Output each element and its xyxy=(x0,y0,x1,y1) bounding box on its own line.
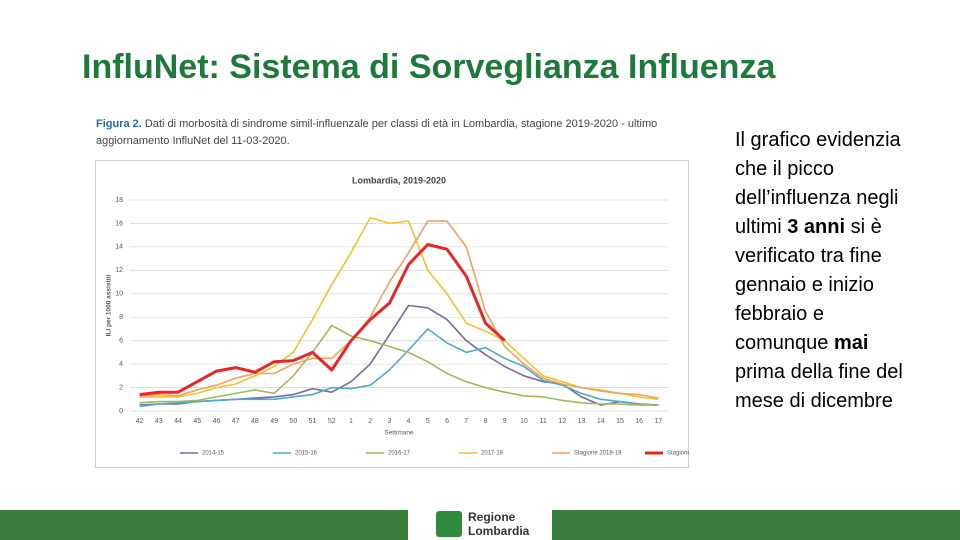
x-tick-label: 10 xyxy=(520,418,528,425)
body-segment: 3 anni xyxy=(787,216,846,238)
x-tick-label: 5 xyxy=(426,418,430,425)
x-tick-label: 6 xyxy=(445,418,449,425)
series-line xyxy=(139,220,659,399)
x-tick-label: 50 xyxy=(289,418,297,425)
x-tick-label: 12 xyxy=(558,418,566,425)
body-segment: si è verificato tra fine gennaio e inizi… xyxy=(735,216,882,354)
figure-caption: Figura 2. Dati di morbosità di sindrome … xyxy=(96,116,696,150)
x-tick-label: 7 xyxy=(464,418,468,425)
x-tick-label: 8 xyxy=(484,418,488,425)
y-tick-label: 12 xyxy=(115,267,123,274)
x-tick-label: 52 xyxy=(328,418,336,425)
legend-label: 2015-16 xyxy=(295,451,318,457)
logo: Regione Lombardia xyxy=(434,508,544,540)
x-tick-label: 16 xyxy=(635,418,643,425)
footer-bar xyxy=(552,510,960,540)
x-tick-label: 47 xyxy=(232,418,240,425)
footer-bar xyxy=(0,510,408,540)
y-tick-label: 14 xyxy=(115,244,123,251)
body-segment: mai xyxy=(833,332,869,354)
y-tick-label: 10 xyxy=(115,291,123,298)
x-tick-label: 15 xyxy=(616,418,624,425)
body-segment: Il grafico evidenzia che il picco dell’i… xyxy=(735,129,901,238)
logo-icon xyxy=(436,511,462,537)
x-axis-label: Settimane xyxy=(384,430,414,437)
legend-label: 2014-15 xyxy=(202,451,225,457)
x-tick-label: 45 xyxy=(193,418,201,425)
slide-title: InfluNet: Sistema di Sorveglianza Influe… xyxy=(82,48,776,86)
y-tick-label: 0 xyxy=(119,408,123,415)
series-line xyxy=(139,328,659,408)
y-tick-label: 6 xyxy=(119,338,123,345)
x-tick-label: 48 xyxy=(251,418,259,425)
x-tick-label: 4 xyxy=(407,418,411,425)
x-tick-label: 14 xyxy=(597,418,605,425)
x-tick-label: 11 xyxy=(539,418,546,425)
x-tick-label: 46 xyxy=(213,418,221,425)
x-tick-label: 44 xyxy=(174,418,182,425)
y-tick-label: 16 xyxy=(115,220,123,227)
x-tick-label: 13 xyxy=(578,418,586,425)
caption-text: Dati di morbosità di sindrome simil-infl… xyxy=(96,118,658,147)
x-tick-label: 3 xyxy=(387,418,391,425)
x-tick-label: 43 xyxy=(155,418,163,425)
legend-label: 2017-18 xyxy=(481,451,504,457)
caption-label: Figura 2. xyxy=(96,118,142,130)
x-tick-label: 51 xyxy=(309,418,317,425)
y-axis-label: ILI per 1000 assistiti xyxy=(106,274,113,336)
y-tick-label: 4 xyxy=(119,361,123,368)
series-line xyxy=(139,324,659,406)
legend-label: Stagione 2018-19 xyxy=(574,451,622,457)
x-tick-label: 17 xyxy=(654,418,662,425)
logo-text: Regione xyxy=(468,510,516,524)
x-tick-label: 2 xyxy=(368,418,372,425)
y-tick-label: 18 xyxy=(115,197,123,204)
body-text: Il grafico evidenzia che il picco dell’i… xyxy=(735,126,917,416)
legend-label: Stagione 2019-20 xyxy=(667,451,689,457)
x-tick-label: 1 xyxy=(349,418,353,425)
y-tick-label: 2 xyxy=(119,384,123,391)
series-line xyxy=(139,243,506,397)
x-tick-label: 9 xyxy=(503,418,507,425)
body-segment: prima della fine del mese di dicembre xyxy=(735,361,903,412)
legend-label: 2016-17 xyxy=(388,451,411,457)
chart-frame xyxy=(95,160,689,468)
y-tick-label: 8 xyxy=(119,314,123,321)
x-tick-label: 42 xyxy=(136,418,144,425)
x-tick-label: 49 xyxy=(270,418,278,425)
chart-title: Lombardia, 2019-2020 xyxy=(352,175,446,185)
series-line xyxy=(139,216,659,401)
logo-text: Lombardia xyxy=(468,524,530,538)
